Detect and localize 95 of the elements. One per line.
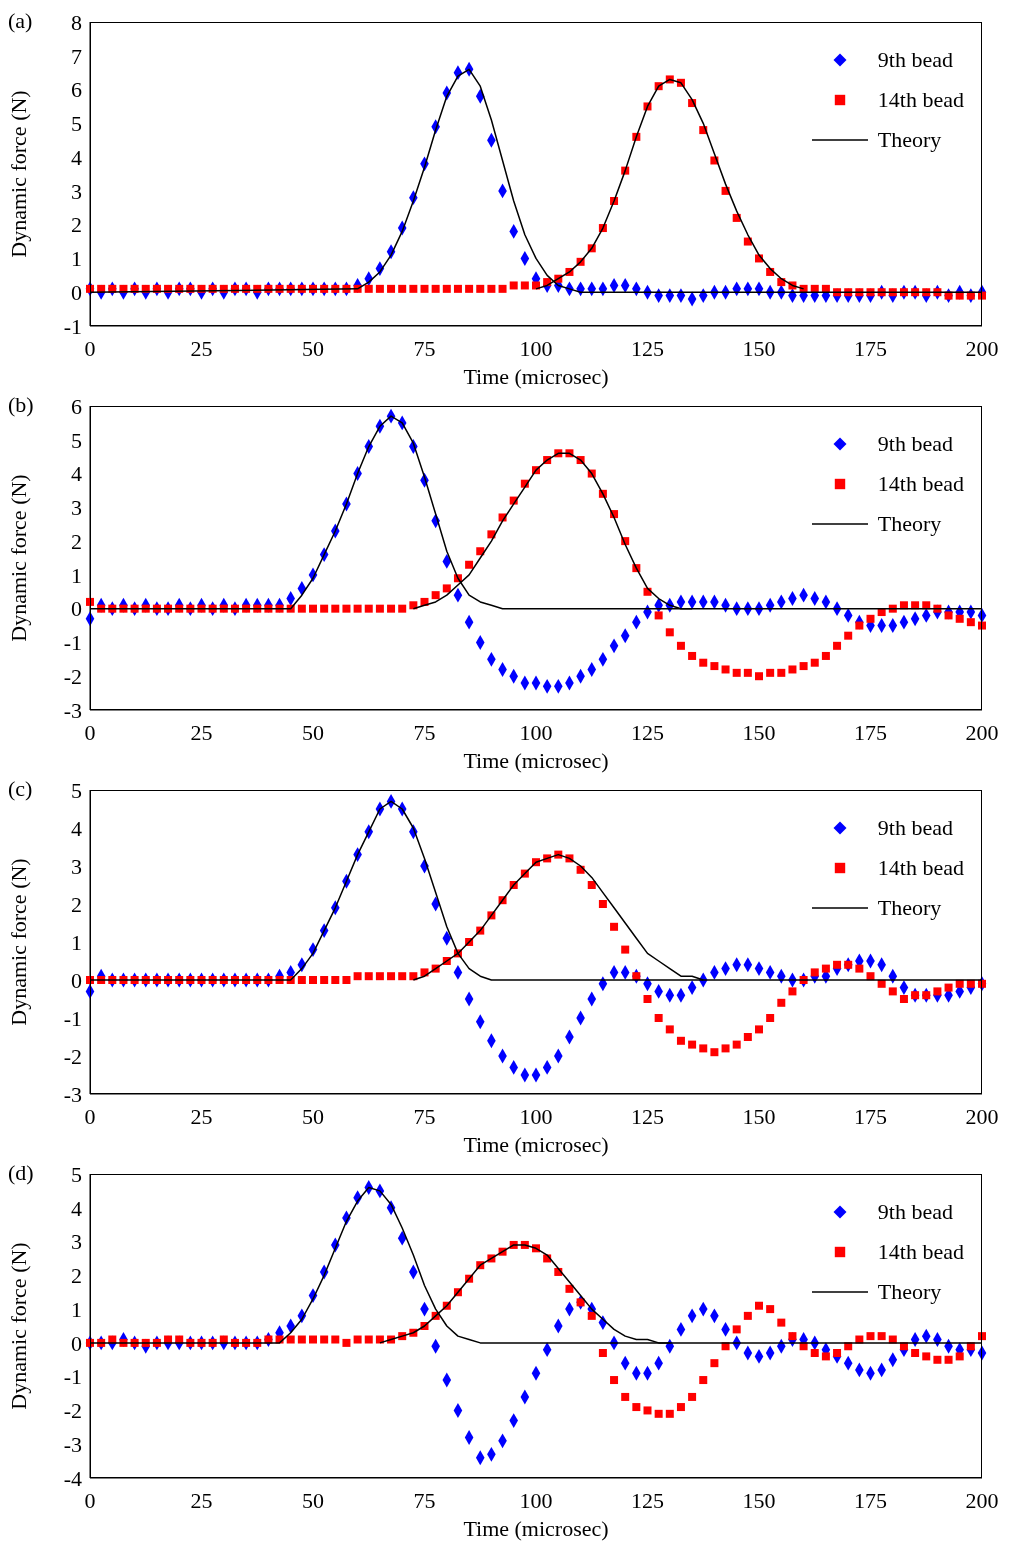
y-tick-label: 4 [71, 815, 82, 841]
legend-label: 9th bead [877, 47, 953, 73]
y-tick-label: 3 [71, 495, 82, 521]
y-tick-label: 6 [71, 77, 82, 103]
x-tick-label: 100 [519, 1487, 553, 1513]
y-tick-label: -3 [63, 1081, 82, 1107]
x-tick-label: 25 [190, 719, 213, 745]
x-tick-label: 25 [190, 335, 213, 361]
legend-label: 9th bead [877, 1199, 953, 1225]
legend-label: 14th bead [877, 87, 964, 113]
y-tick-label: 6 [71, 393, 82, 419]
x-tick-label: 75 [413, 1487, 436, 1513]
chart-title: (a) [8, 8, 33, 34]
legend-label: 9th bead [877, 815, 953, 841]
x-tick-label: 175 [854, 1487, 887, 1513]
x-tick-label: 200 [965, 1487, 999, 1513]
y-tick-label: 1 [71, 246, 82, 272]
y-tick-label: 4 [71, 1195, 82, 1221]
y-tick-label: 8 [71, 9, 82, 35]
legend-label: Theory [877, 511, 942, 537]
legend-label: 14th bead [877, 1239, 964, 1265]
x-tick-label: 150 [742, 719, 776, 745]
x-tick-label: 100 [519, 335, 553, 361]
x-tick-label: 150 [742, 335, 776, 361]
x-tick-label: 50 [302, 1487, 324, 1513]
y-tick-label: -2 [63, 1398, 82, 1424]
legend-label: 14th bead [877, 471, 964, 497]
y-tick-label: 4 [71, 461, 82, 487]
x-tick-label: 200 [965, 719, 999, 745]
x-axis-title: Time (microsec) [463, 364, 609, 389]
y-tick-label: 1 [71, 929, 82, 955]
y-tick-label: 3 [71, 178, 82, 204]
y-tick-label: -2 [63, 664, 82, 690]
y-axis-title: Dynamic force (N) [5, 90, 31, 258]
y-tick-label: -1 [63, 630, 82, 656]
y-tick-label: 3 [71, 853, 82, 879]
x-tick-label: 200 [965, 335, 999, 361]
x-tick-label: 100 [519, 719, 553, 745]
y-tick-label: -1 [63, 1364, 82, 1390]
x-tick-label: 50 [302, 1103, 324, 1129]
y-tick-label: 3 [71, 1229, 82, 1255]
y-tick-label: 1 [71, 1296, 82, 1322]
x-axis-title: Time (microsec) [463, 1516, 609, 1541]
x-axis-title: Time (microsec) [463, 1132, 609, 1157]
legend-label: Theory [877, 895, 942, 921]
legend-label: 9th bead [877, 431, 953, 457]
x-tick-label: 125 [631, 1103, 664, 1129]
x-tick-label: 25 [190, 1487, 213, 1513]
x-tick-label: 175 [854, 1103, 887, 1129]
x-tick-label: 125 [631, 1487, 664, 1513]
y-tick-label: 5 [71, 427, 82, 453]
y-tick-label: -3 [63, 697, 82, 723]
y-tick-label: -4 [63, 1465, 82, 1491]
x-tick-label: 75 [413, 335, 436, 361]
x-axis-title: Time (microsec) [463, 748, 609, 773]
legend-label: 14th bead [877, 855, 964, 881]
y-tick-label: 0 [71, 280, 82, 306]
legend-label: Theory [877, 127, 942, 153]
x-tick-label: 175 [854, 719, 887, 745]
y-tick-label: 5 [71, 777, 82, 803]
y-tick-label: -1 [63, 1005, 82, 1031]
chart-title: (c) [8, 776, 33, 802]
x-tick-label: 100 [519, 1103, 553, 1129]
chart-title: (b) [8, 392, 34, 418]
x-tick-label: 50 [302, 719, 324, 745]
y-tick-label: 4 [71, 144, 82, 170]
x-tick-label: 125 [631, 719, 664, 745]
y-axis-title: Dynamic force (N) [5, 1242, 31, 1410]
x-tick-label: 150 [742, 1487, 776, 1513]
y-tick-label: 0 [71, 1330, 82, 1356]
legend-label: Theory [877, 1279, 942, 1305]
x-tick-label: 200 [965, 1103, 999, 1129]
x-tick-label: 150 [742, 1103, 776, 1129]
y-tick-label: 5 [71, 1161, 82, 1187]
x-tick-label: 125 [631, 335, 664, 361]
x-tick-label: 50 [302, 335, 324, 361]
x-tick-label: 75 [413, 1103, 436, 1129]
y-tick-label: -2 [63, 1043, 82, 1069]
y-axis-title: Dynamic force (N) [5, 858, 31, 1026]
chart-title: (d) [8, 1160, 34, 1186]
y-tick-label: 2 [71, 891, 82, 917]
y-tick-label: 2 [71, 528, 82, 554]
y-tick-label: 2 [71, 212, 82, 238]
y-tick-label: -3 [63, 1432, 82, 1458]
y-tick-label: 0 [71, 967, 82, 993]
y-tick-label: 5 [71, 111, 82, 137]
y-tick-label: 7 [71, 43, 82, 69]
y-tick-label: 0 [71, 596, 82, 622]
y-axis-title: Dynamic force (N) [5, 474, 31, 642]
x-tick-label: 75 [413, 719, 436, 745]
y-tick-label: 2 [71, 1263, 82, 1289]
y-tick-label: -1 [63, 313, 82, 339]
y-tick-label: 1 [71, 562, 82, 588]
x-tick-label: 25 [190, 1103, 213, 1129]
x-tick-label: 175 [854, 335, 887, 361]
